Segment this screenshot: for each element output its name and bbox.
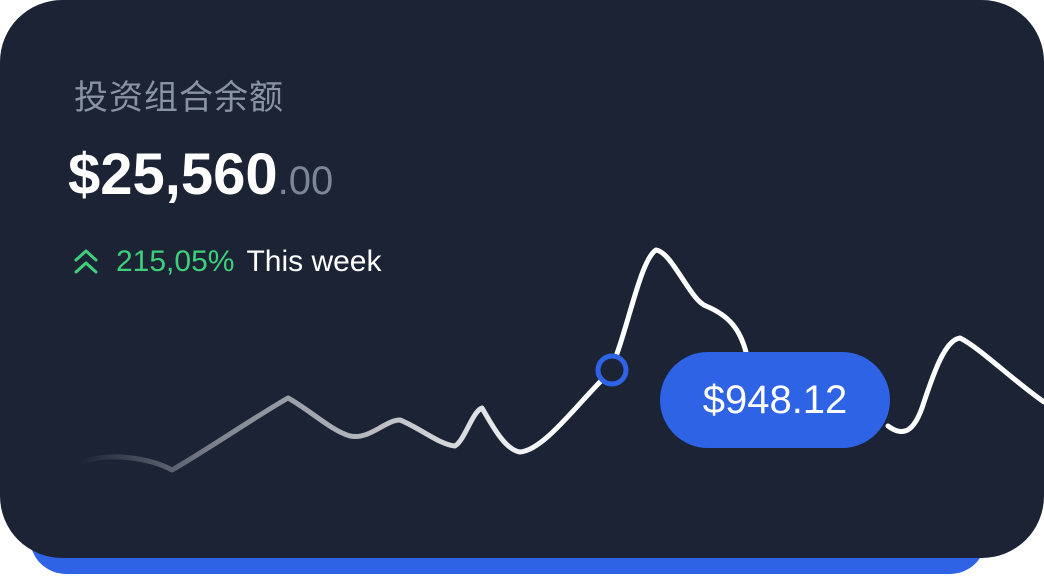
card-title: 投资组合余额 (74, 78, 284, 118)
double-chevron-up-icon (74, 249, 98, 274)
weekly-change: 215,05% This week (72, 244, 381, 280)
balance-cents: .00 (277, 159, 334, 203)
balance-amount: $25,560.00 (68, 146, 333, 204)
value-tooltip: $948.12 (660, 352, 890, 448)
sparkline-path (79, 247, 1044, 473)
change-percent: 215,05% (116, 245, 235, 278)
change-period: This week (246, 245, 382, 278)
selected-point-marker[interactable] (595, 353, 629, 387)
balance-main: $25,560 (68, 142, 278, 207)
portfolio-balance-card[interactable]: 投资组合余额 $25,560.00 215,05% This week (0, 0, 1044, 558)
balance-sparkline[interactable] (0, 0, 1044, 558)
